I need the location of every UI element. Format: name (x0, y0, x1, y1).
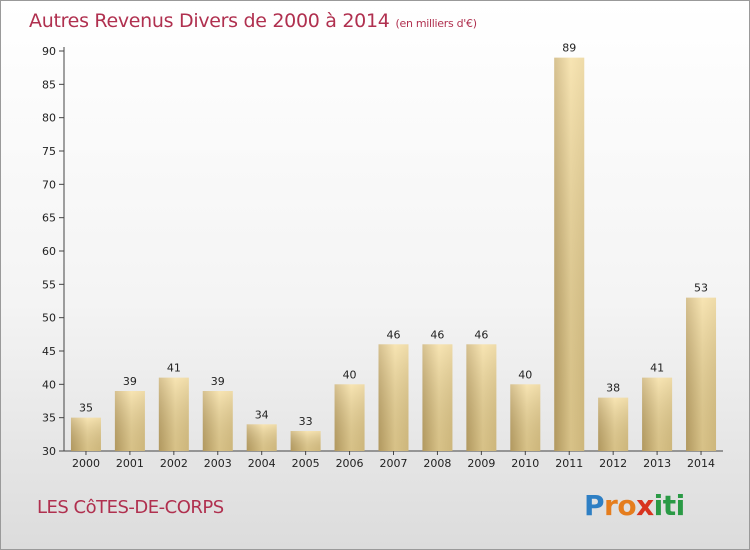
bar-value-label: 33 (299, 415, 313, 428)
bar-shade (378, 344, 409, 451)
y-tick-label: 60 (42, 245, 56, 258)
x-tick-label: 2005 (292, 457, 320, 470)
x-tick-label: 2002 (160, 457, 188, 470)
bar-shade (114, 391, 145, 451)
bar-shade (554, 57, 585, 452)
logo-letter: o (617, 489, 637, 522)
x-tick-label: 2007 (380, 457, 408, 470)
x-tick-label: 2012 (599, 457, 627, 470)
bar-shade (334, 384, 365, 451)
chart-title: Autres Revenus Divers de 2000 à 2014 (en … (29, 10, 477, 32)
bar-value-label: 39 (211, 375, 225, 388)
bar-shade (466, 344, 497, 451)
bar-value-label: 38 (606, 382, 620, 395)
chart-unit: (en milliers d'€) (395, 17, 477, 30)
logo-letter: r (604, 489, 618, 522)
x-tick-label: 2001 (116, 457, 144, 470)
logo-letter: i (675, 489, 686, 522)
x-tick-label: 2006 (336, 457, 364, 470)
bar-shade (290, 431, 321, 451)
y-tick-label: 80 (42, 112, 56, 125)
x-tick-label: 2011 (555, 457, 583, 470)
bar-shade (510, 384, 541, 451)
y-tick-label: 90 (42, 45, 56, 58)
bar-value-label: 46 (387, 328, 401, 341)
x-tick-label: 2008 (423, 457, 451, 470)
y-tick-label: 70 (42, 178, 56, 191)
logo-letter: t (662, 489, 676, 522)
bar-shade (70, 417, 101, 451)
proxiti-logo: Proxiti (584, 489, 685, 522)
y-tick-label: 65 (42, 212, 56, 225)
bar-value-label: 46 (474, 328, 488, 341)
bar-shade (422, 344, 453, 451)
x-tick-label: 2004 (248, 457, 276, 470)
x-tick-label: 2003 (204, 457, 232, 470)
bar-value-label: 35 (79, 402, 93, 415)
x-tick-label: 2013 (643, 457, 671, 470)
x-tick-label: 2014 (687, 457, 715, 470)
y-tick-label: 45 (42, 345, 56, 358)
bar-shade (246, 424, 277, 451)
bar-shade (598, 397, 629, 451)
commune-name: LES CôTES-DE-CORPS (37, 497, 224, 518)
y-tick-label: 75 (42, 145, 56, 158)
bar-value-label: 39 (123, 375, 137, 388)
y-tick-label: 55 (42, 278, 56, 291)
bar-shade (686, 297, 717, 451)
logo-letter: x (636, 489, 654, 522)
x-tick-label: 2010 (511, 457, 539, 470)
y-tick-label: 30 (42, 445, 56, 458)
bar-shade (202, 391, 233, 451)
bar-shade (642, 377, 673, 451)
bar-shade (158, 377, 189, 451)
x-tick-label: 2009 (467, 457, 495, 470)
logo-letter: P (584, 489, 605, 522)
y-tick-label: 35 (42, 412, 56, 425)
logo-letter: i (653, 489, 664, 522)
bar-value-label: 34 (255, 408, 269, 421)
bar-value-label: 40 (518, 368, 532, 381)
y-tick-label: 40 (42, 378, 56, 391)
bar-value-label: 46 (430, 328, 444, 341)
bar-value-label: 53 (694, 282, 708, 295)
bar-value-label: 41 (650, 362, 664, 375)
bar-value-label: 89 (562, 42, 576, 55)
chart-title-text: Autres Revenus Divers de 2000 à 2014 (29, 10, 390, 32)
bar-value-label: 41 (167, 362, 181, 375)
y-tick-label: 85 (42, 78, 56, 91)
y-tick-label: 50 (42, 312, 56, 325)
x-tick-label: 2000 (72, 457, 100, 470)
bar-value-label: 40 (343, 368, 357, 381)
